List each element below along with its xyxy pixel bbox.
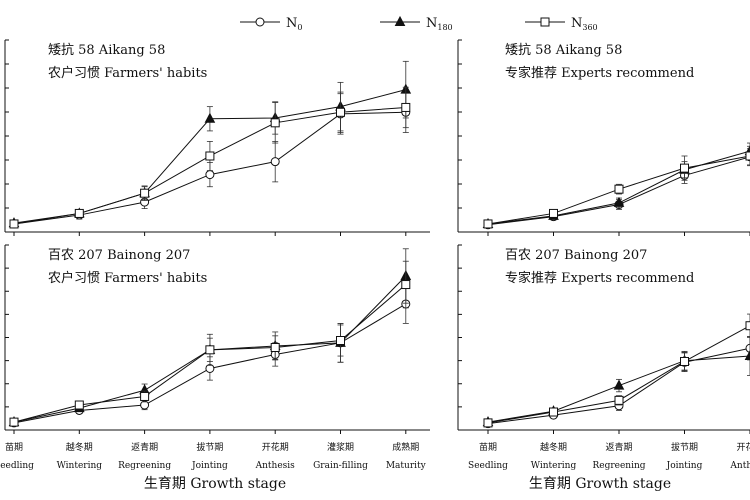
- x-tick-label-cn: 苗期: [479, 442, 497, 453]
- legend-item-n0: N0: [240, 16, 302, 32]
- data-point-n360: [140, 188, 150, 198]
- legend-label-n360: N360: [571, 16, 598, 32]
- data-point-n360: [401, 102, 411, 112]
- data-point-n360: [74, 400, 84, 410]
- x-tick-label-cn: 开花期: [262, 441, 289, 453]
- x-tick-label-cn: 灌浆期: [327, 441, 354, 453]
- x-tick-label-en: Anthesis: [255, 461, 296, 471]
- legend: N0 N180 N360: [240, 15, 598, 32]
- x-tick-label-cn: 拔节期: [196, 441, 223, 453]
- data-point-n360: [74, 208, 84, 218]
- panel-3-series-n360: [9, 260, 411, 427]
- x-tick-label-en: Anthesis: [729, 461, 750, 471]
- data-point-n360: [745, 151, 750, 161]
- x-tick-label-en: Wintering: [57, 461, 103, 471]
- legend-label-n180: N180: [426, 16, 453, 32]
- panel-1-title-cultivar: 矮抗 58 Aikang 58: [48, 43, 165, 58]
- legend-marker-n0: [255, 17, 265, 27]
- x-tick-label-cn: 越冬期: [540, 441, 567, 453]
- x-tick-label-en: Seedling: [468, 461, 508, 471]
- x-tick-label-en: Maturity: [386, 461, 427, 471]
- data-point-n360: [614, 395, 624, 405]
- x-tick-label-cn: 返青期: [131, 441, 158, 453]
- panel-2-title-cultivar: 矮抗 58 Aikang 58: [505, 43, 622, 58]
- data-point-n360: [483, 418, 493, 428]
- data-point-n360: [9, 417, 19, 427]
- data-point-n0: [205, 170, 215, 180]
- data-point-n360: [745, 321, 750, 331]
- x-tick-label-cn: 成熟期: [392, 441, 419, 453]
- x-tick-label-cn: 苗期: [5, 442, 23, 453]
- data-point-n360: [614, 184, 624, 194]
- data-point-n360: [9, 219, 19, 229]
- data-point-n0: [745, 343, 750, 353]
- x-tick-label-cn: 返青期: [605, 441, 632, 453]
- legend-item-n360: N360: [525, 16, 598, 32]
- legend-label-n0: N0: [286, 16, 302, 32]
- data-point-n360: [205, 345, 215, 355]
- x-tick-label-cn: 开花期: [736, 441, 750, 453]
- legend-item-n180: N180: [380, 15, 453, 32]
- x-tick-label-cn: 越冬期: [66, 441, 93, 453]
- panel-4-series-n0: [483, 336, 750, 429]
- data-point-n360: [205, 151, 215, 161]
- data-point-n180: [613, 196, 625, 207]
- data-point-n360: [336, 107, 345, 117]
- panel-1: 矮抗 58 Aikang 58 农户习惯 Farmers' habits: [4, 39, 430, 236]
- data-point-n0: [270, 157, 280, 167]
- panel-4: 百农 207 Bainong 207 专家推荐 Experts recommend…: [457, 244, 750, 471]
- panel-2-title-regime: 专家推荐 Experts recommend: [505, 65, 694, 81]
- data-point-n180: [613, 379, 625, 390]
- data-point-n360: [270, 342, 280, 352]
- x-tick-label-en: Jointing: [666, 461, 703, 471]
- panel-1-title-regime: 农户习惯 Farmers' habits: [48, 65, 207, 81]
- panel-3: 百农 207 Bainong 207 农户习惯 Farmers' habits 苗期…: [0, 244, 430, 471]
- panel-1-series-n360: [9, 86, 411, 229]
- legend-subscript-n360: 360: [582, 23, 597, 32]
- panel-3-title-regime: 农户习惯 Farmers' habits: [48, 270, 207, 286]
- data-point-n360: [401, 280, 411, 290]
- panel-3-title-cultivar: 百农 207 Bainong 207: [48, 248, 190, 263]
- x-tick-label-en: Regreening: [118, 461, 171, 471]
- x-tick-label-en: Wintering: [531, 461, 577, 471]
- data-point-n360: [549, 208, 558, 218]
- data-point-n360: [680, 163, 689, 173]
- legend-marker-n360: [540, 17, 550, 27]
- panel-2-series-n360: [483, 145, 750, 229]
- x-tick-label-en: Seedling: [0, 461, 34, 471]
- x-axis-title-left: 生育期 Growth stage: [144, 476, 286, 492]
- x-tick-label-en: Grain-filling: [313, 461, 368, 471]
- data-point-n180: [204, 112, 216, 123]
- data-point-n360: [270, 118, 280, 128]
- x-tick-label-cn: 拔节期: [671, 441, 698, 453]
- panel-2: 矮抗 58 Aikang 58 专家推荐 Experts recommend: [457, 39, 750, 236]
- x-tick-label-en: Regreening: [592, 461, 645, 471]
- legend-subscript-n0: 0: [297, 23, 302, 32]
- data-point-n360: [140, 391, 150, 401]
- data-point-n180: [744, 349, 750, 361]
- x-axis-title-right: 生育期 Growth stage: [529, 476, 671, 492]
- legend-subscript-n180: 180: [437, 23, 452, 32]
- legend-marker-n180: [394, 15, 406, 26]
- panel-4-series-n360: [483, 313, 750, 428]
- data-point-n360: [483, 219, 493, 229]
- x-tick-label-en: Jointing: [191, 461, 228, 471]
- data-point-n360: [336, 336, 345, 345]
- panel-4-title-regime: 专家推荐 Experts recommend: [505, 270, 694, 286]
- data-point-n360: [549, 407, 558, 417]
- panel-4-series-n180: [482, 336, 750, 427]
- data-point-n360: [680, 356, 689, 366]
- panel-4-title-cultivar: 百农 207 Bainong 207: [505, 248, 647, 263]
